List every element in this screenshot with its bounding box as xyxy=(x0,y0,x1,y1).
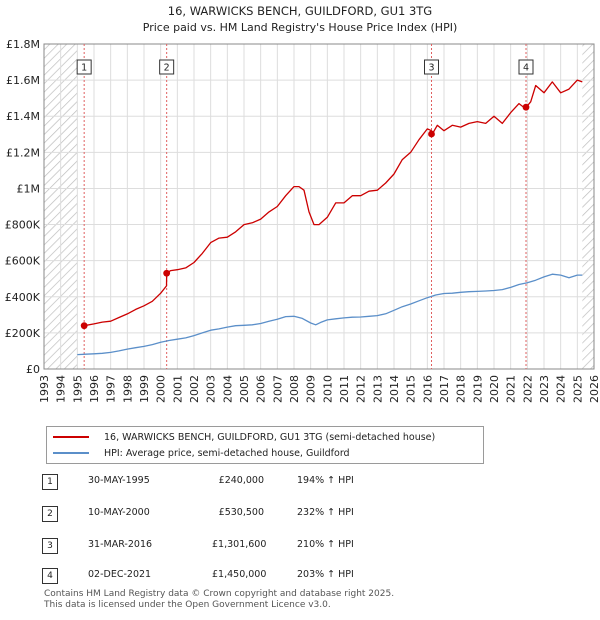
x-tick-label: 1998 xyxy=(121,375,134,403)
x-tick-label: 2008 xyxy=(288,375,301,403)
transaction-hpi-change: 210% ↑ HPI xyxy=(297,539,354,550)
x-tick-label: 2025 xyxy=(571,375,584,403)
table-row: 2 10-MAY-2000 £530,500 232% ↑ HPI xyxy=(42,506,422,522)
hpi-line xyxy=(77,273,583,356)
x-tick-label: 2002 xyxy=(188,375,201,403)
transaction-date: 02-DEC-2021 xyxy=(88,569,152,580)
transaction-price: £530,500 xyxy=(218,507,264,518)
x-tick-label: 2007 xyxy=(271,375,284,403)
chart-subtitle: Price paid vs. HM Land Registry's House … xyxy=(143,21,458,34)
transaction-date: 10-MAY-2000 xyxy=(88,507,150,518)
x-tick-label: 2005 xyxy=(238,375,251,403)
y-tick-label: £200K xyxy=(5,327,41,340)
footer-line-copyright: Contains HM Land Registry data © Crown c… xyxy=(44,589,395,599)
transaction-date: 30-MAY-1995 xyxy=(88,475,150,486)
x-tick-label: 2001 xyxy=(171,375,184,403)
sale-marker-3 xyxy=(428,130,435,138)
sale-label-number: 1 xyxy=(81,63,87,74)
y-tick-label: £1.6M xyxy=(6,74,40,87)
x-tick-label: 2021 xyxy=(505,375,518,403)
sale-label-box-border xyxy=(159,59,175,75)
x-tick-label: 2020 xyxy=(488,375,501,403)
legend-item-hpi: HPI: Average price, semi-detached house,… xyxy=(53,445,350,461)
sale-label-number: 3 xyxy=(428,63,434,74)
y-tick-label: £400K xyxy=(5,291,41,304)
transaction-date: 31-MAR-2016 xyxy=(88,539,153,550)
transaction-price: £1,301,600 xyxy=(212,539,267,550)
x-tick-label: 2018 xyxy=(455,375,468,403)
transaction-marker-badge: 2 xyxy=(42,506,58,522)
sale-label-box-border xyxy=(76,59,92,75)
plot-frame xyxy=(43,43,595,370)
footer-line-licence: This data is licensed under the Open Gov… xyxy=(44,600,331,610)
x-tick-label: 2022 xyxy=(521,375,534,403)
x-tick-label: 2015 xyxy=(405,375,418,403)
y-tick-label: £1.8M xyxy=(6,38,40,51)
x-tick-label: 1997 xyxy=(105,375,118,403)
sale-marker-4 xyxy=(522,103,530,111)
price-chart: 16, WARWICKS BENCH, GUILDFORD, GU1 3TG P… xyxy=(5,4,600,403)
sale-label-box-3: 3 xyxy=(424,59,439,75)
y-tick-label: £600K xyxy=(5,255,41,268)
y-tick-label: £800K xyxy=(5,219,41,232)
table-row: 4 02-DEC-2021 £1,450,000 203% ↑ HPI xyxy=(42,568,422,584)
legend-label-hpi: HPI: Average price, semi-detached house,… xyxy=(104,447,350,459)
y-tick-label: £1.2M xyxy=(6,146,40,159)
plot-area xyxy=(44,44,594,369)
x-tick-label: 2026 xyxy=(588,375,600,403)
legend-swatch-hpi xyxy=(53,452,89,454)
transaction-hpi-change: 232% ↑ HPI xyxy=(297,507,354,518)
x-tick-label: 1996 xyxy=(88,375,101,403)
x-tick-label: 2024 xyxy=(555,375,568,403)
x-tick-label: 2010 xyxy=(321,375,334,403)
transaction-price: £1,450,000 xyxy=(212,569,267,580)
sale-label-box-4: 4 xyxy=(518,59,534,75)
y-tick-label: £0 xyxy=(26,363,40,376)
legend-swatch-property xyxy=(53,436,89,438)
x-tick-label: 1999 xyxy=(138,375,151,403)
transaction-marker-badge: 4 xyxy=(42,568,58,584)
x-tick-label: 2014 xyxy=(388,375,401,403)
x-tick-label: 2004 xyxy=(221,375,234,403)
x-tick-label: 2019 xyxy=(471,375,484,403)
table-row: 3 31-MAR-2016 £1,301,600 210% ↑ HPI xyxy=(42,538,422,554)
x-tick-label: 2017 xyxy=(438,375,451,403)
sale-label-number: 2 xyxy=(164,63,170,74)
x-tick-label: 2006 xyxy=(255,375,268,403)
legend-item-property: 16, WARWICKS BENCH, GUILDFORD, GU1 3TG (… xyxy=(53,429,435,445)
transaction-marker-badge: 3 xyxy=(42,538,58,554)
transaction-marker-badge: 1 xyxy=(42,474,58,490)
hatched-region-after-data xyxy=(582,44,594,369)
sale-label-box-border xyxy=(424,59,439,75)
sale-label-box-border xyxy=(518,59,534,75)
x-tick-label: 1995 xyxy=(71,375,84,403)
sale-marker-2 xyxy=(163,269,171,277)
transaction-hpi-change: 203% ↑ HPI xyxy=(297,569,354,580)
sale-label-box-2: 2 xyxy=(159,59,175,75)
y-tick-label: £1M xyxy=(17,182,41,195)
legend: 16, WARWICKS BENCH, GUILDFORD, GU1 3TG (… xyxy=(46,426,484,464)
transaction-hpi-change: 194% ↑ HPI xyxy=(297,475,354,486)
x-tick-label: 2011 xyxy=(338,375,351,403)
x-tick-label: 2000 xyxy=(155,375,168,403)
sale-marker-1 xyxy=(80,322,88,330)
y-tick-label: £1.4M xyxy=(6,110,40,123)
x-tick-label: 1993 xyxy=(38,375,51,403)
sale-label-box-1: 1 xyxy=(76,59,92,75)
x-tick-label: 2009 xyxy=(305,375,318,403)
x-tick-label: 2012 xyxy=(355,375,368,403)
x-tick-label: 2003 xyxy=(205,375,218,403)
sale-label-number: 4 xyxy=(523,63,529,74)
x-tick-label: 2016 xyxy=(421,375,434,403)
transaction-price: £240,000 xyxy=(218,475,264,486)
footer-attribution: Contains HM Land Registry data © Crown c… xyxy=(44,589,394,611)
x-tick-label: 2013 xyxy=(371,375,384,403)
x-tick-label: 2023 xyxy=(538,375,551,403)
legend-label-property: 16, WARWICKS BENCH, GUILDFORD, GU1 3TG (… xyxy=(104,431,436,443)
chart-title: 16, WARWICKS BENCH, GUILDFORD, GU1 3TG xyxy=(168,4,432,18)
table-row: 1 30-MAY-1995 £240,000 194% ↑ HPI xyxy=(42,474,422,490)
x-tick-label: 1994 xyxy=(55,375,68,403)
